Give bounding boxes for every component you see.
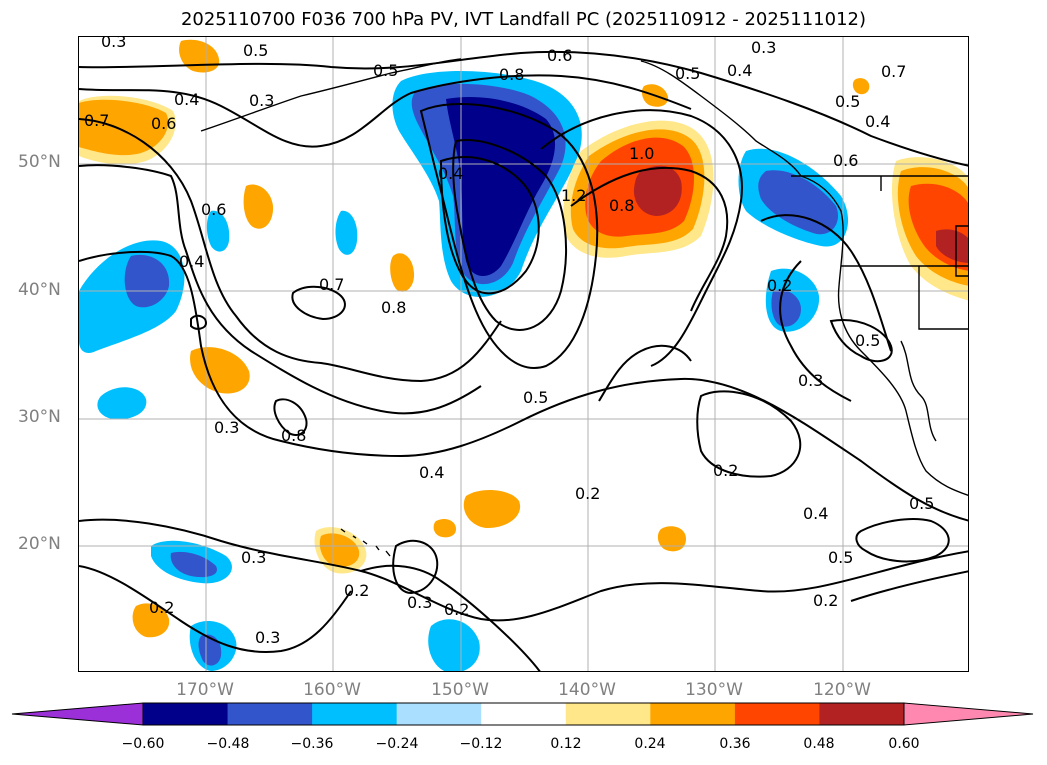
lat-label: 30°N: [18, 407, 61, 427]
contour-label: 0.6: [151, 114, 176, 133]
pv-contours: [79, 50, 968, 671]
colorbar-segment: [227, 703, 313, 725]
colorbar-segment: [481, 703, 567, 725]
colorbar-segment: [819, 703, 905, 725]
contour-label: 0.5: [243, 41, 268, 60]
contour-label: 0.3: [751, 38, 776, 57]
contour-label: 0.2: [575, 484, 600, 503]
lat-label: 20°N: [18, 534, 61, 554]
lon-label: 160°W: [303, 680, 361, 700]
contour-label: 0.5: [909, 494, 934, 513]
colorbar-segment: [312, 703, 398, 725]
contour-label: 0.3: [798, 371, 823, 390]
contour-label: 0.3: [407, 593, 432, 612]
contour-label: 0.7: [84, 111, 109, 130]
colorbar-tick: −0.48: [206, 736, 250, 752]
colorbar-segment: [650, 703, 736, 725]
map-panel[interactable]: 0.3 0.5 0.6 0.3 0.4 0.8 0.5 0.4 0.6 0.5 …: [78, 36, 969, 672]
contour-label: 0.7: [319, 275, 344, 294]
contour-label: 0.4: [727, 61, 752, 80]
contour-label: 0.2: [813, 591, 838, 610]
colorbar-tick: −0.12: [459, 736, 503, 752]
contour-label: 0.8: [499, 65, 524, 84]
contour-label: 0.5: [373, 61, 398, 80]
contour-label: 0.2: [149, 598, 174, 617]
contour-label: 0.5: [675, 64, 700, 83]
contour-label: 0.4: [179, 252, 204, 271]
contour-label: 0.5: [835, 92, 860, 111]
colorbar-tick: 0.36: [719, 736, 751, 752]
lon-label: 170°W: [176, 680, 234, 700]
pv-shading: [79, 39, 968, 671]
contour-label: 0.6: [833, 151, 858, 170]
lon-label: 140°W: [558, 680, 616, 700]
contour-label: 0.8: [381, 298, 406, 317]
contour-label: 0.7: [881, 62, 906, 81]
colorbar-segment: [143, 703, 229, 725]
contour-label: 0.6: [547, 46, 572, 65]
contour-label: 0.2: [713, 461, 738, 480]
colorbar-segment: [734, 703, 820, 725]
coastlines: [200, 58, 968, 557]
colorbar-segment: [396, 703, 482, 725]
contour-label: 0.2: [344, 581, 369, 600]
lon-label: 150°W: [431, 680, 489, 700]
contour-label: 0.5: [855, 331, 880, 350]
contour-labels: 0.3 0.5 0.6 0.3 0.4 0.8 0.5 0.4 0.6 0.5 …: [84, 37, 934, 647]
lat-label: 40°N: [18, 280, 61, 300]
contour-label: 1.0: [629, 144, 654, 163]
contour-label: 0.3: [101, 37, 126, 51]
colorbar-tick: −0.36: [290, 736, 334, 752]
colorbar-tick: 0.12: [550, 736, 582, 752]
colorbar-tick: 0.48: [803, 736, 835, 752]
contour-label: 1.2: [561, 186, 586, 205]
contour-label: 0.4: [803, 504, 828, 523]
contour-label: 0.3: [255, 628, 280, 647]
colorbar-tick: 0.60: [888, 736, 920, 752]
contour-label: 0.8: [609, 196, 634, 215]
contour-label: 0.4: [174, 90, 199, 109]
contour-label: 0.3: [214, 418, 239, 437]
lat-label: 50°N: [18, 152, 61, 172]
contour-label: 0.8: [281, 426, 306, 445]
contour-label: 0.5: [828, 548, 853, 567]
contour-label: 0.4: [419, 463, 444, 482]
contour-label: 0.2: [444, 600, 469, 619]
lon-label: 120°W: [813, 680, 871, 700]
contour-label: 0.3: [249, 91, 274, 110]
colorbar-tick: −0.24: [375, 736, 419, 752]
contour-label: 0.4: [438, 164, 463, 183]
contour-label: 0.6: [201, 200, 226, 219]
lon-label: 130°W: [685, 680, 743, 700]
contour-label: 0.5: [523, 388, 548, 407]
map-canvas: 0.3 0.5 0.6 0.3 0.4 0.8 0.5 0.4 0.6 0.5 …: [79, 37, 968, 671]
colorbar-extend-low: [12, 703, 143, 725]
contour-label: 0.3: [241, 548, 266, 567]
colorbar-extend-high: [904, 703, 1033, 725]
colorbar-tick: 0.24: [634, 736, 666, 752]
colorbar-segment: [565, 703, 651, 725]
contour-label: 0.4: [865, 112, 890, 131]
colorbar: [11, 702, 1034, 726]
colorbar-tick: −0.60: [121, 736, 165, 752]
map-title: 2025110700 F036 700 hPa PV, IVT Landfall…: [180, 9, 867, 30]
contour-label: 0.2: [767, 276, 792, 295]
